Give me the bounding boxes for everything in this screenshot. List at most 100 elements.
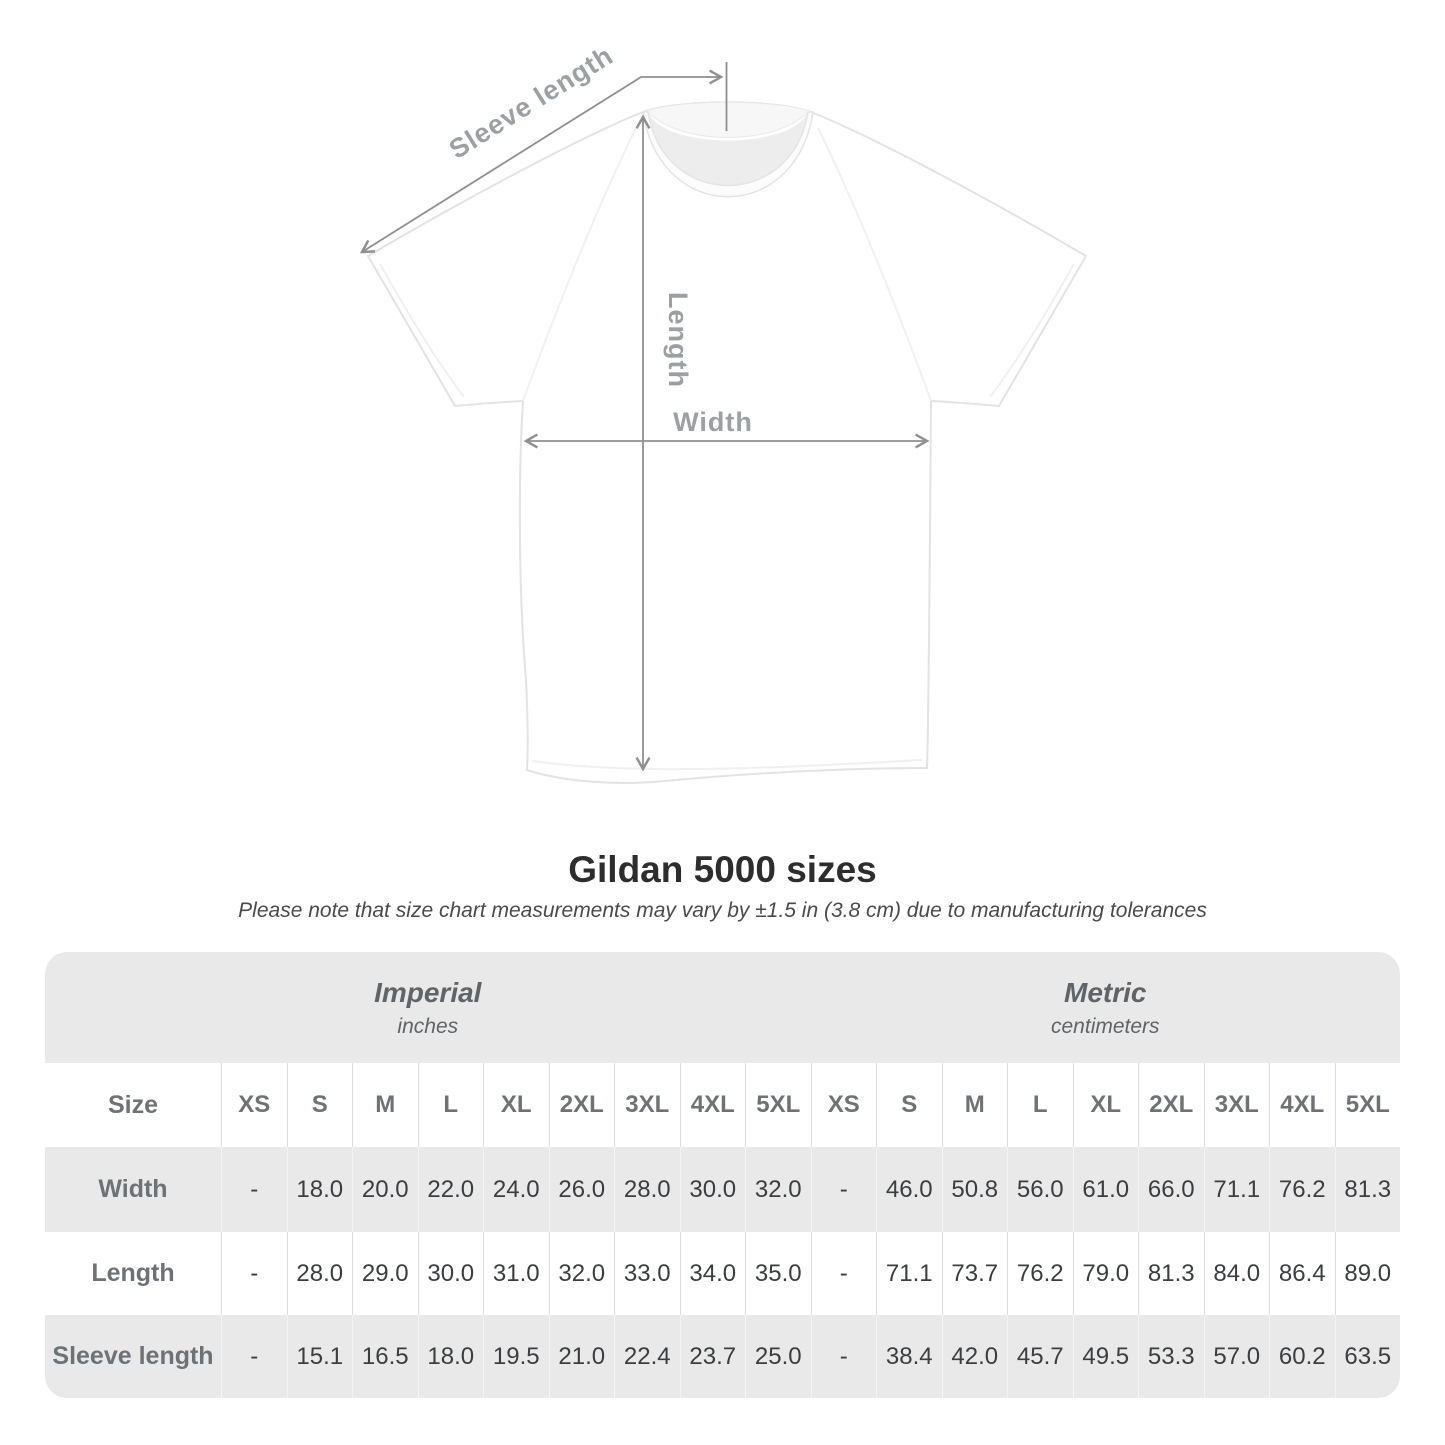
row-label: Sleeve length	[52, 1342, 214, 1370]
size-header: XS	[810, 1063, 877, 1147]
tshirt-illustration	[366, 101, 1088, 784]
sleeve-length-arrow	[359, 69, 724, 254]
table-cell: 34.0	[679, 1232, 746, 1315]
table-cell: 26.0	[548, 1147, 615, 1232]
row-label: Width	[98, 1175, 168, 1203]
metric-unit-group: Metric centimeters	[811, 952, 1400, 1063]
row-label: Length	[91, 1259, 175, 1287]
table-cell: 35.0	[745, 1232, 811, 1315]
left-cuff-stitch	[379, 263, 465, 398]
table-cell: 71.1	[876, 1232, 942, 1315]
imperial-unit-group: Imperial inches	[45, 952, 811, 1063]
table-cell: 57.0	[1203, 1315, 1270, 1398]
table-cell: 25.0	[745, 1315, 811, 1398]
table-cell: 20.0	[352, 1147, 418, 1232]
measurement-guides	[359, 62, 930, 772]
table-cell: 30.0	[679, 1147, 746, 1232]
table-cell: -	[810, 1232, 877, 1315]
table-cell: 18.0	[286, 1147, 353, 1232]
metric-label: Metric	[1064, 976, 1147, 1008]
right-cuff-stitch	[989, 263, 1075, 398]
size-header: 4XL	[1269, 1063, 1335, 1147]
table-cell: 45.7	[1007, 1315, 1073, 1398]
table-cell: 38.4	[876, 1315, 942, 1398]
table-cell: 81.3	[1138, 1232, 1204, 1315]
size-table: Imperial inches Metric centimeters Size …	[45, 952, 1400, 1398]
size-header: L	[1007, 1063, 1073, 1147]
table-cell: 28.0	[614, 1147, 680, 1232]
imperial-unit: inches	[397, 1014, 459, 1038]
metric-unit: centimeters	[1051, 1014, 1160, 1038]
table-cell: 24.0	[483, 1147, 549, 1232]
table-cell: 30.0	[417, 1232, 484, 1315]
table-cell: 42.0	[941, 1315, 1008, 1398]
size-header: M	[941, 1063, 1008, 1147]
tshirt-measurement-diagram: Sleeve length Length Width	[359, 40, 1088, 784]
table-cell: -	[221, 1232, 287, 1315]
table-cell: 33.0	[614, 1232, 680, 1315]
size-header: XL	[1072, 1063, 1139, 1147]
table-cell: -	[221, 1147, 287, 1232]
size-header: XL	[483, 1063, 549, 1147]
unit-band: Imperial inches Metric centimeters	[45, 952, 1400, 1063]
size-header: M	[352, 1063, 418, 1147]
size-header: XS	[221, 1063, 287, 1147]
table-cell: 49.5	[1072, 1315, 1139, 1398]
table-cell: 22.4	[614, 1315, 680, 1398]
table-cell: -	[810, 1147, 877, 1232]
table-cell: 73.7	[941, 1232, 1008, 1315]
table-cell: 79.0	[1072, 1232, 1139, 1315]
table-cell: 71.1	[1203, 1147, 1270, 1232]
table-cell: 23.7	[679, 1315, 746, 1398]
size-header: 5XL	[1334, 1063, 1401, 1147]
hem-stitch	[531, 759, 923, 771]
table-cell: 89.0	[1334, 1232, 1401, 1315]
table-cell: 66.0	[1138, 1147, 1204, 1232]
table-cell: 21.0	[548, 1315, 615, 1398]
table-cell: 31.0	[483, 1232, 549, 1315]
table-cell: 53.3	[1138, 1315, 1204, 1398]
size-header: 3XL	[614, 1063, 680, 1147]
table-cell: 19.5	[483, 1315, 549, 1398]
table-cell: 29.0	[352, 1232, 418, 1315]
imperial-label: Imperial	[374, 976, 482, 1008]
size-header: 4XL	[679, 1063, 746, 1147]
table-cell: 60.2	[1269, 1315, 1335, 1398]
table-cell: 84.0	[1203, 1232, 1270, 1315]
size-header: S	[286, 1063, 353, 1147]
table-cell: 46.0	[876, 1147, 942, 1232]
length-label: Length	[663, 292, 693, 388]
width-label: Width	[673, 407, 753, 437]
table-cell: 76.2	[1269, 1147, 1335, 1232]
table-cell: -	[221, 1315, 287, 1398]
table-cell: 18.0	[417, 1315, 484, 1398]
size-header: 2XL	[1138, 1063, 1204, 1147]
size-header: L	[417, 1063, 484, 1147]
table-cell: 32.0	[548, 1232, 615, 1315]
table-row: Length - 28.0 29.0 30.0 31.0 32.0 33.0 3…	[45, 1232, 1400, 1315]
table-cell: 63.5	[1334, 1315, 1401, 1398]
tolerance-note: Please note that size chart measurements…	[238, 899, 1207, 922]
table-cell: 76.2	[1007, 1232, 1073, 1315]
table-cell: 22.0	[417, 1147, 484, 1232]
table-cell: 15.1	[286, 1315, 353, 1398]
page-title: Gildan 5000 sizes	[568, 849, 877, 890]
size-header: 3XL	[1203, 1063, 1270, 1147]
table-cell: -	[810, 1315, 877, 1398]
right-sleeve-seam	[817, 127, 932, 402]
table-cell: 16.5	[352, 1315, 418, 1398]
table-cell: 61.0	[1072, 1147, 1139, 1232]
table-cell: 32.0	[745, 1147, 811, 1232]
tshirt-body	[366, 101, 1088, 784]
size-header-row: Size XS S M L XL 2XL 3XL 4XL 5XL XS S M …	[45, 1063, 1400, 1147]
table-row: Sleeve length - 15.1 16.5 18.0 19.5 21.0…	[45, 1315, 1400, 1398]
size-header: S	[876, 1063, 942, 1147]
table-cell: 56.0	[1007, 1147, 1073, 1232]
table-cell: 50.8	[941, 1147, 1008, 1232]
table-cell: 86.4	[1269, 1232, 1335, 1315]
table-cell: 81.3	[1334, 1147, 1401, 1232]
table-row: Width - 18.0 20.0 22.0 24.0 26.0 28.0 30…	[45, 1147, 1400, 1232]
size-column-header: Size	[107, 1090, 159, 1119]
table-cell: 28.0	[286, 1232, 353, 1315]
